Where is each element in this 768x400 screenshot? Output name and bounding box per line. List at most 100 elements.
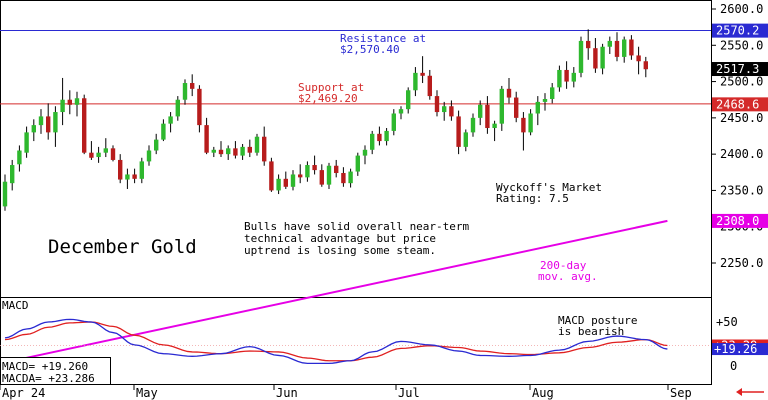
candle-body — [506, 88, 512, 98]
candle — [406, 87, 411, 114]
candle — [442, 101, 447, 121]
macd-axis-label: 0 — [730, 359, 737, 373]
candle-body — [593, 48, 598, 69]
macd-posture-line1: MACD posture — [558, 314, 637, 327]
support-annotation-line2: $2,469.20 — [298, 92, 358, 105]
candle-body — [175, 99, 180, 117]
candle-body — [226, 148, 231, 155]
candle — [557, 65, 562, 92]
candle-body — [276, 178, 281, 191]
candle-body — [542, 98, 548, 102]
macd-value-label-bg — [712, 343, 768, 356]
candle-body — [10, 165, 15, 184]
candle — [204, 117, 209, 155]
candle — [362, 145, 368, 165]
candle — [326, 162, 332, 189]
price-value-label: 2517.3 — [712, 62, 768, 77]
candle-body — [643, 61, 648, 70]
mov-avg-annotation: 200-day mov. avg. — [538, 259, 598, 283]
candle-body — [110, 148, 116, 160]
resistance-annotation-line1: Resistance at — [340, 32, 426, 45]
candle-body — [456, 116, 461, 147]
candle — [535, 96, 540, 126]
price-axis-label: 2450.0 — [720, 111, 763, 125]
candle — [24, 126, 29, 158]
commentary-line3: uptrend is losing some steam. — [244, 244, 436, 257]
candle-body — [118, 159, 123, 180]
candle-body — [391, 113, 396, 131]
candle — [319, 164, 324, 187]
candle-body — [262, 136, 267, 162]
candle — [427, 69, 432, 100]
candle — [53, 106, 58, 147]
candle-body — [125, 174, 130, 180]
candle — [492, 120, 497, 142]
macd-value-label: +19.26 — [712, 342, 768, 356]
macd-line — [4, 318, 668, 365]
price-value-label-text: 2570.2 — [716, 24, 759, 38]
candle-body — [211, 149, 216, 153]
candle-body — [2, 181, 8, 207]
candle — [146, 145, 152, 166]
candle-body — [204, 125, 209, 153]
candle — [218, 141, 224, 158]
candle-body — [571, 72, 576, 82]
candle — [528, 109, 533, 136]
candle-body — [578, 40, 584, 73]
candle-body — [161, 123, 166, 140]
candle — [564, 61, 569, 89]
mov-avg-line1: 200-day — [540, 259, 587, 272]
candle-body — [406, 90, 411, 110]
candle — [110, 145, 116, 162]
candle — [370, 130, 375, 155]
candle — [262, 126, 267, 166]
candle — [46, 103, 51, 140]
candle-body — [305, 165, 310, 178]
candle-body — [182, 83, 188, 100]
candle-body — [67, 99, 72, 105]
candle-body — [550, 87, 555, 99]
price-value-label-text: 2468.6 — [716, 97, 759, 111]
price-value-label-bg — [712, 23, 768, 38]
candle — [139, 157, 144, 184]
candle — [629, 35, 634, 60]
commentary-line1: Bulls have solid overall near-term — [244, 220, 470, 233]
candle — [38, 109, 44, 134]
candle — [10, 159, 15, 191]
candle — [355, 152, 360, 176]
candle — [82, 94, 87, 155]
candle-body — [312, 165, 317, 171]
price-axis-label: 2550.0 — [720, 38, 763, 52]
candle — [269, 157, 274, 192]
macd-posture-annotation: MACD posture is bearish — [558, 314, 644, 338]
time-axis-label: Aug — [532, 386, 554, 400]
candle-body — [74, 98, 80, 105]
price-value-label: 2570.2 — [712, 23, 768, 38]
candle-body — [434, 96, 440, 113]
candle-body — [384, 130, 389, 142]
candle — [247, 139, 252, 158]
candle — [190, 74, 195, 97]
candle-body — [514, 97, 519, 118]
candle-body — [586, 40, 591, 49]
macd-value-label-text: +19.26 — [714, 342, 757, 356]
candle-body — [499, 88, 504, 124]
candle — [298, 164, 303, 184]
price-value-label: 2308.0 — [712, 213, 768, 228]
time-axis-label: Jun — [276, 386, 298, 400]
candle-body — [449, 106, 454, 117]
candle — [499, 85, 504, 131]
price-value-label-bg — [712, 213, 768, 228]
candle-body — [146, 150, 152, 162]
candle-body — [283, 178, 288, 187]
candle — [175, 96, 180, 121]
candle — [226, 145, 231, 160]
candle — [290, 170, 296, 191]
candle — [622, 36, 627, 63]
candle — [478, 100, 483, 126]
candle — [60, 77, 65, 126]
candle-body — [89, 152, 94, 158]
candle-body — [528, 113, 533, 133]
candle — [420, 56, 425, 84]
